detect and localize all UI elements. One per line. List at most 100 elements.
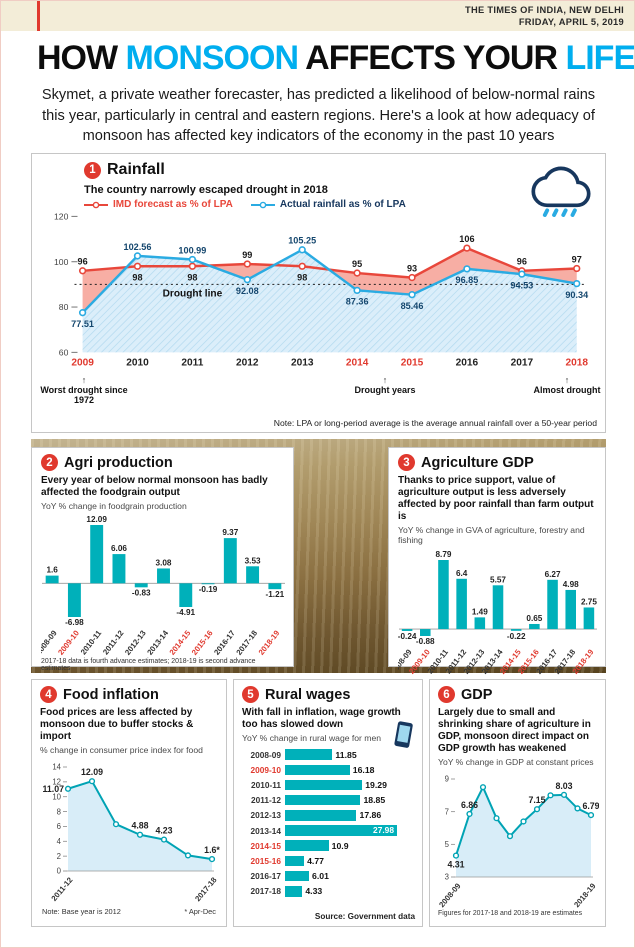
point-value: 6.79 — [582, 801, 599, 811]
data-point — [160, 836, 168, 843]
wage-year-label: 2016-17 — [250, 871, 281, 882]
agri-production-chart: 1.6 -6.98 12.09 6.06 -0.83 3.08 -4.91 -0.19 9.37… — [41, 515, 285, 657]
actual-value: 92.08 — [236, 286, 259, 296]
area-fill — [456, 787, 591, 878]
y-tick-label: 3 — [445, 873, 449, 882]
bar — [246, 566, 260, 584]
wage-year-label: 2010-11 — [251, 779, 281, 790]
intro-text: Skymet, a private weather forecaster, ha… — [41, 87, 596, 145]
forecast-point — [353, 269, 361, 277]
x-year-label: 2011 — [181, 358, 203, 369]
bar — [547, 579, 558, 629]
bar-value: 5.57 — [490, 575, 506, 584]
annotation-almost-drought: ↑ Almost drought — [530, 375, 604, 396]
wage-row: 2017-18 4.33 — [242, 886, 414, 897]
x-year-label: 2009 — [71, 358, 94, 369]
forecast-value: 98 — [297, 272, 307, 282]
annotation-worst-drought-text: Worst drought since 1972 — [40, 385, 128, 406]
wage-row: 2008-09 11.85 — [242, 749, 414, 760]
legend-actual-rainfall: Actual rainfall as % of LPA — [250, 199, 406, 210]
point-value: 4.31 — [447, 860, 464, 870]
forecast-point — [133, 262, 142, 270]
point-value: 1.6* — [204, 845, 220, 855]
title-part-monsoon: MONSOON — [125, 39, 299, 77]
bar — [510, 628, 522, 631]
food-notes: Note: Base year is 2012 * Apr-Dec — [40, 907, 218, 916]
data-point — [64, 785, 72, 793]
agri-title: Agri production — [64, 454, 173, 471]
up-arrow-icon: ↑ — [564, 375, 570, 385]
bar — [401, 628, 413, 631]
bar — [67, 583, 81, 618]
food-measure: % change in consumer price index for foo… — [40, 745, 203, 755]
bar — [438, 559, 449, 629]
bar — [90, 525, 104, 584]
title-part-life: LIFE — [565, 39, 635, 77]
x-year-label: 2011-12 — [101, 628, 126, 656]
forecast-value: 98 — [187, 272, 197, 282]
x-year-label: 2008-09 — [438, 881, 463, 909]
rainfall-header: 1 Rainfall — [84, 161, 165, 179]
wages-title: Rural wages — [265, 686, 351, 703]
y-tick-label: 12 — [52, 778, 61, 787]
wage-bar — [285, 749, 333, 760]
point-value: 8.03 — [555, 781, 572, 791]
wage-value: 6.01 — [312, 871, 329, 882]
annotation-worst-drought: ↑ Worst drought since 1972 — [40, 375, 128, 406]
data-point — [184, 852, 192, 859]
data-point — [533, 806, 541, 813]
wage-value: 11.85 — [335, 749, 357, 760]
bar-value: 9.37 — [222, 528, 238, 537]
forecast-point — [463, 244, 471, 252]
section-agriculture-gdp: 3 Agriculture GDP Thanks to price suppor… — [388, 447, 606, 675]
section-rainfall: 1 Rainfall The country narrowly escaped … — [31, 153, 606, 433]
bar-value: 6.06 — [111, 544, 127, 553]
x-year-label: 2015-16 — [190, 628, 215, 657]
actual-point — [78, 309, 87, 317]
wage-year-label: 2009-10 — [250, 764, 281, 775]
wage-value: 17.86 — [359, 810, 382, 821]
source-note: Source: Government data — [314, 912, 415, 921]
x-year-label: 2012-13 — [123, 628, 148, 657]
actual-point — [188, 255, 197, 264]
x-year-label: 2016-17 — [212, 629, 237, 657]
point-value: 4.23 — [155, 826, 172, 836]
section-number-badge: 5 — [242, 686, 259, 703]
y-tick-label: 100 — [54, 257, 69, 267]
wage-bar — [285, 764, 350, 776]
up-arrow-icon: ↑ — [81, 375, 87, 385]
actual-value: 102.56 — [124, 242, 152, 252]
title-part-3: AFFECTS YOUR — [298, 39, 566, 77]
y-tick-label: 2 — [57, 852, 61, 861]
wage-year-label: 2012-13 — [250, 810, 281, 821]
forecast-value: 93 — [407, 263, 417, 273]
bar-value: 3.53 — [245, 557, 261, 566]
bar-value: 1.6 — [46, 566, 58, 575]
bar — [268, 583, 282, 590]
actual-line — [81, 248, 577, 314]
rural-wages-chart: 2008-09 11.85 2009-10 16.18 2010-11 19.29 2011… — [242, 749, 414, 897]
x-year-label: 2017-18 — [234, 628, 259, 657]
y-tick-label: 60 — [59, 347, 69, 357]
actual-point — [133, 252, 142, 260]
section-number-badge: 1 — [84, 161, 101, 179]
wage-year-label: 2013-14 — [250, 825, 281, 836]
actual-point — [573, 279, 581, 288]
wage-bar — [285, 779, 363, 791]
gdp-chart: 3 5 7 9 4.31 6.86 7.15 8.03 6.79 2008-09 2018-19 — [438, 775, 599, 909]
x-year-label: 2013-14 — [145, 628, 170, 657]
actual-value: 105.25 — [288, 236, 316, 246]
wage-value: 19.29 — [365, 779, 387, 790]
y-tick-label: 120 — [54, 211, 69, 221]
x-year-label: 2016 — [456, 358, 479, 369]
bar-value: 2.75 — [581, 597, 597, 606]
data-point — [136, 831, 144, 839]
raindrops — [542, 208, 577, 217]
wage-row: 2009-10 16.18 — [242, 764, 414, 776]
data-point — [587, 812, 595, 819]
bar — [456, 578, 467, 629]
bar-value: 4.98 — [563, 580, 579, 589]
food-note-base-year: Note: Base year is 2012 — [42, 907, 121, 917]
annotation-almost-drought-text: Almost drought — [533, 385, 601, 395]
agriculture-gdp-chart: -0.24-0.88 8.79 6.4 1.49 5.57 -0.220.65 6.274.… — [398, 550, 597, 676]
